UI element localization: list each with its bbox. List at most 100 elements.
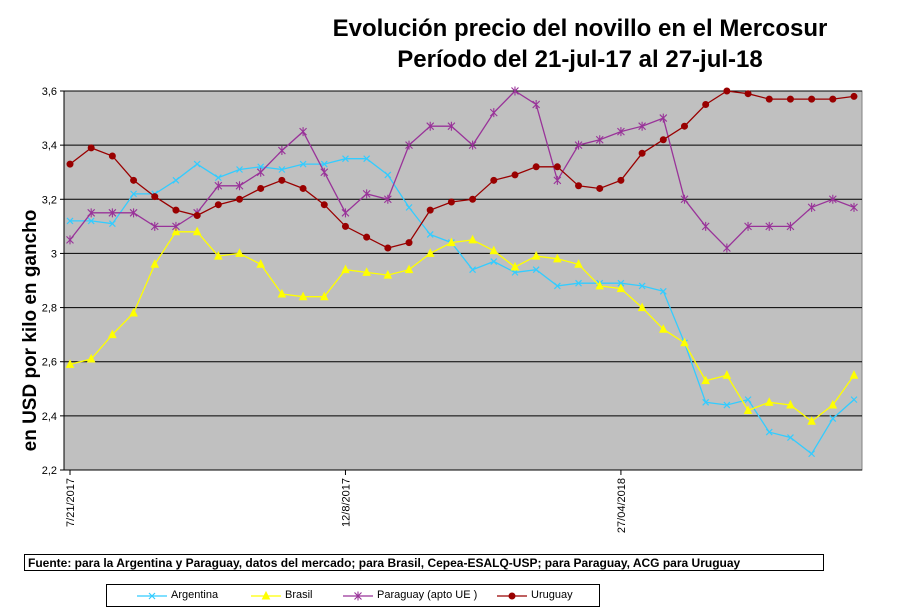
point-marker — [362, 189, 371, 199]
point-marker — [447, 237, 456, 247]
legend-swatch — [497, 592, 527, 600]
point-marker — [341, 264, 350, 274]
point-marker — [363, 155, 371, 163]
legend-label: Uruguay — [531, 589, 573, 601]
point-marker — [278, 176, 286, 184]
point-marker — [553, 253, 562, 263]
point-marker — [426, 206, 434, 214]
point-marker — [723, 87, 731, 95]
point-marker — [595, 280, 605, 290]
legend-label: Paraguay (apto UE ) — [377, 589, 478, 601]
plot-area — [63, 90, 863, 471]
point-marker — [148, 592, 156, 600]
point-marker — [469, 266, 477, 274]
point-marker — [808, 95, 816, 103]
point-marker — [172, 176, 180, 184]
point-marker — [129, 208, 138, 218]
series-group — [65, 86, 859, 458]
point-marker — [680, 122, 688, 130]
point-marker — [235, 248, 244, 257]
point-marker — [468, 234, 477, 244]
y-tick-label: 2,6 — [42, 357, 57, 369]
point-marker — [384, 171, 392, 179]
point-marker — [257, 184, 265, 192]
point-marker — [87, 144, 95, 152]
point-marker — [65, 359, 75, 368]
point-marker — [511, 86, 519, 96]
series-line — [69, 90, 855, 249]
point-marker — [383, 269, 393, 279]
point-marker — [765, 95, 773, 103]
point-marker — [86, 353, 96, 363]
point-marker — [214, 251, 223, 260]
point-marker — [765, 221, 774, 231]
point-marker — [595, 135, 604, 145]
point-marker — [532, 100, 541, 110]
point-marker — [531, 251, 541, 260]
point-marker — [617, 176, 625, 184]
point-marker — [447, 121, 456, 131]
point-marker — [638, 282, 646, 290]
point-marker — [808, 450, 816, 458]
y-tick-label: 2,2 — [42, 465, 57, 477]
point-marker — [638, 121, 646, 131]
point-marker — [637, 302, 647, 312]
series-paraguay-apto-ue — [66, 86, 858, 253]
point-marker — [744, 221, 752, 231]
point-marker — [405, 203, 413, 211]
point-marker — [299, 127, 307, 137]
point-marker — [130, 176, 138, 184]
point-marker — [850, 92, 858, 100]
point-marker — [236, 195, 244, 203]
point-marker — [764, 397, 774, 406]
series-line — [69, 90, 855, 249]
point-marker — [702, 398, 710, 406]
point-marker — [828, 399, 838, 409]
point-marker — [87, 217, 95, 225]
point-marker — [150, 259, 160, 268]
point-marker — [383, 194, 392, 204]
point-marker — [193, 212, 201, 220]
point-marker — [575, 182, 583, 190]
point-marker — [659, 136, 667, 144]
point-marker — [723, 401, 731, 409]
point-marker — [722, 370, 732, 379]
point-marker — [108, 220, 116, 228]
point-marker — [510, 261, 520, 271]
chart-subtitle: Período del 21-jul-17 al 27-jul-18 — [397, 46, 763, 73]
point-marker — [192, 226, 202, 236]
y-axis-label: en USD por kilo en gancho — [20, 210, 41, 452]
y-tick-label: 3,6 — [42, 86, 57, 98]
point-marker — [617, 279, 625, 287]
point-marker — [447, 198, 455, 206]
point-marker — [468, 140, 477, 150]
point-marker — [235, 181, 244, 191]
point-marker — [702, 101, 710, 109]
series-uruguay — [66, 87, 858, 252]
point-marker — [362, 267, 371, 276]
point-marker — [298, 291, 308, 301]
point-marker — [744, 396, 752, 404]
point-marker — [787, 434, 794, 441]
point-marker — [320, 201, 328, 209]
point-marker — [765, 428, 773, 436]
point-marker — [363, 233, 371, 241]
point-marker — [617, 127, 625, 137]
point-marker — [722, 243, 731, 253]
point-marker — [786, 399, 795, 409]
point-marker — [87, 208, 96, 218]
point-marker — [342, 155, 349, 163]
point-marker — [320, 167, 329, 177]
point-marker — [354, 591, 362, 601]
point-marker — [341, 222, 349, 230]
point-marker — [616, 283, 626, 293]
point-marker — [384, 244, 392, 252]
legend: Argentina Brasil Paraguay (apto UE ) Urugua… — [106, 584, 600, 607]
point-marker — [828, 194, 837, 204]
chart-title: Evolución precio del novillo en el Merco… — [332, 15, 828, 42]
point-marker — [172, 206, 180, 214]
point-marker — [257, 163, 265, 171]
point-marker — [193, 160, 201, 168]
point-marker — [508, 592, 516, 600]
point-marker — [130, 190, 137, 198]
